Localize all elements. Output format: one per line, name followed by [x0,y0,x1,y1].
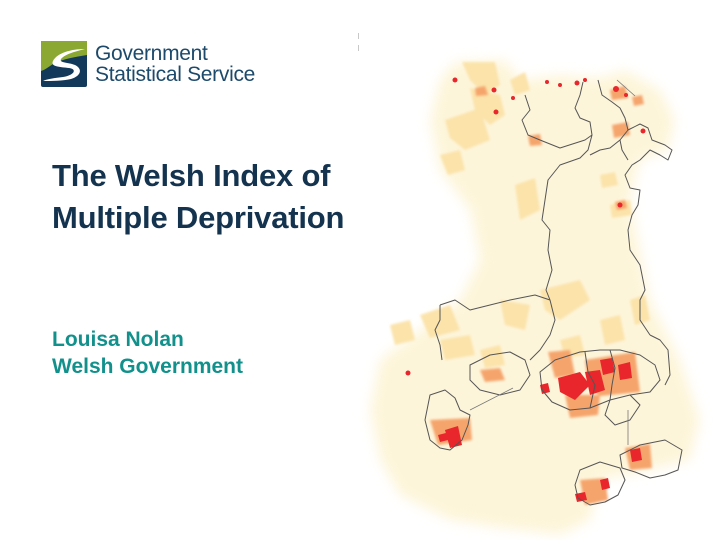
presenter-organisation: Welsh Government [52,355,243,378]
decorative-tick-mark [358,33,359,39]
title-line-1: The Welsh Index of [52,158,331,193]
gss-s-logo-icon [41,41,87,87]
logo-line-2: Statistical Service [95,63,256,86]
logo-line-1: Government [95,42,208,65]
presenter-info: Louisa Nolan Welsh Government [52,326,243,380]
presenter-name: Louisa Nolan [52,328,184,351]
slide-title: The Welsh Index of Multiple Deprivation [52,155,344,239]
decorative-tick-mark [358,45,359,51]
gss-logo-text: Government Statistical Service [95,43,255,85]
gss-logo: Government Statistical Service [41,41,255,87]
title-line-2: Multiple Deprivation [52,200,345,235]
